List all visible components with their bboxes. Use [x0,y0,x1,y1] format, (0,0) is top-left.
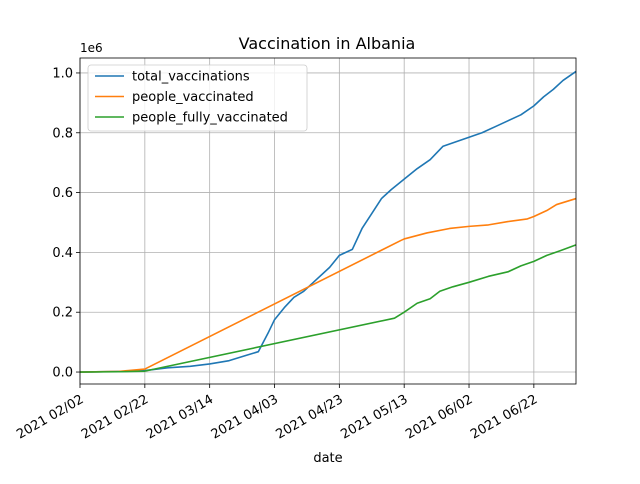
y-tick-label: 0.6 [52,186,73,201]
legend: total_vaccinations people_vaccinatedpeopl… [87,64,308,132]
legend-label: people_fully_vaccinated [132,111,288,126]
y-tick-label: 0.8 [52,126,73,141]
legend-label: people_vaccinated [132,90,254,105]
series-line-people-vaccinated [79,197,577,373]
series-line-people-fully-vaccinated [79,244,577,373]
y-tick-label: 0.4 [52,246,73,261]
plot-frame [79,57,577,385]
legend-box [87,64,308,132]
y-tick-label: 0.0 [52,366,73,381]
y-tick-label: 1.0 [52,66,73,81]
x-axis-label: date [313,451,342,466]
chart-title: Vaccination in Albania [239,34,416,53]
y-tick-label: 0.2 [52,306,73,321]
legend-label: total_vaccinations [132,70,250,85]
series-line-total-vaccinations [79,70,577,373]
y-multiplier-label: 1e6 [80,41,103,55]
